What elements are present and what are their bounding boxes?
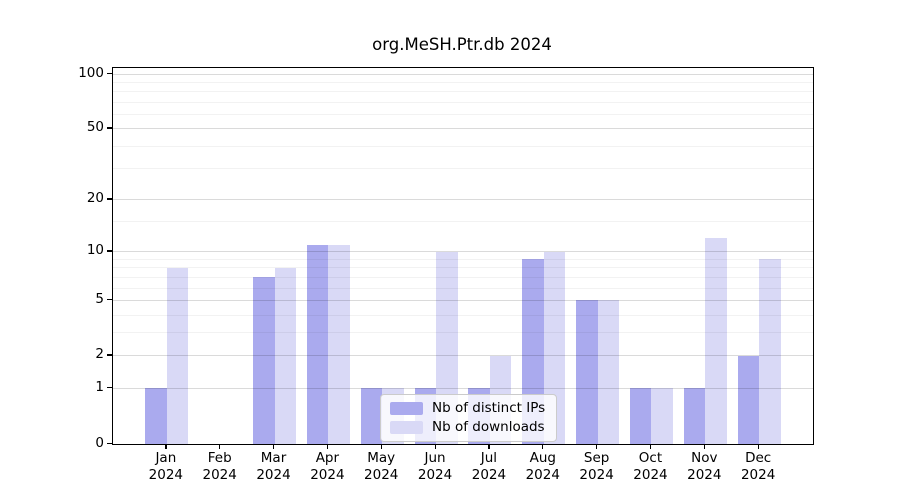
legend: Nb of distinct IPs Nb of downloads: [380, 394, 558, 442]
gridline-80: [113, 91, 813, 93]
gridline-1: [113, 387, 813, 389]
x-tick-label-may: May 2024: [364, 450, 399, 483]
x-tick-mark-apr: [326, 444, 329, 449]
y-tick-mark-0: [107, 442, 112, 444]
bar-downloads-apr: [328, 244, 350, 444]
bar-ips-oct: [629, 388, 652, 444]
y-tick-mark-50: [107, 127, 112, 129]
gridline-4: [113, 314, 813, 316]
y-tick-label-20: 20: [86, 190, 104, 207]
x-tick-mark-jun: [434, 444, 436, 449]
y-tick-mark-10: [107, 250, 112, 252]
gridline-7: [113, 276, 813, 278]
x-tick-label-jul: Jul 2024: [471, 450, 507, 483]
plot-area: Nb of distinct IPs Nb of downloads: [112, 67, 814, 445]
legend-layer: Nb of distinct IPs Nb of downloads: [113, 68, 813, 444]
bar-ips-nov: [683, 388, 706, 444]
x-tick-mark-nov: [703, 444, 705, 449]
gridline-15: [113, 221, 813, 223]
x-tick-mark-may: [380, 444, 382, 449]
bar-downloads-dec: [759, 259, 781, 444]
gridline-60: [113, 114, 813, 116]
gridline-10: [113, 251, 813, 253]
downloads-swatch-icon: [390, 421, 423, 434]
gridline-5: [113, 299, 813, 301]
gridline-20: [113, 199, 813, 201]
x-tick-label-jan: Jan 2024: [148, 450, 184, 483]
bar-ips-apr: [306, 244, 329, 444]
x-tick-label-apr: Apr 2024: [310, 450, 345, 483]
y-tick-label-50: 50: [86, 119, 104, 136]
bar-ips-dec: [737, 355, 760, 444]
x-tick-label-mar: Mar 2024: [256, 450, 291, 483]
bar-downloads-sep: [597, 300, 620, 444]
gridline-2: [113, 355, 813, 357]
x-tick-mark-mar: [273, 444, 275, 449]
grid-layer: [113, 68, 813, 444]
y-tick-mark-1: [107, 386, 112, 389]
bar-downloads-jan: [166, 267, 189, 444]
y-tick-label-5: 5: [95, 290, 104, 307]
legend-label-distinct-ips: Nb of distinct IPs: [432, 400, 546, 416]
legend-label-downloads: Nb of downloads: [432, 419, 545, 435]
x-tick-mark-sep: [596, 444, 598, 449]
gridline-8: [113, 267, 813, 269]
gridline-100: [113, 73, 813, 75]
chart-title: org.MeSH.Ptr.db 2024: [372, 35, 552, 54]
y-tick-label-0: 0: [95, 434, 104, 451]
y-tick-mark-20: [107, 198, 112, 200]
x-tick-label-sep: Sep 2024: [579, 450, 614, 483]
x-tick-mark-feb: [219, 444, 221, 449]
x-tick-label-nov: Nov 2024: [687, 450, 722, 483]
y-tick-mark-2: [107, 354, 112, 356]
y-tick-label-2: 2: [95, 346, 104, 363]
gridline-50: [113, 128, 813, 130]
bar-downloads-oct: [651, 388, 673, 444]
y-tick-label-1: 1: [95, 378, 104, 395]
x-tick-label-oct: Oct 2024: [633, 450, 668, 483]
legend-entry-distinct-ips: Nb of distinct IPs: [390, 401, 545, 416]
y-tick-label-10: 10: [86, 242, 104, 259]
bar-downloads-nov: [705, 238, 727, 444]
x-tick-mark-dec: [757, 444, 759, 449]
gridline-6: [113, 287, 813, 289]
gridline-90: [113, 81, 813, 83]
bar-ips-mar: [253, 277, 275, 444]
x-tick-mark-jul: [488, 444, 490, 449]
bar-ips-may: [360, 388, 383, 444]
x-tick-mark-jan: [165, 444, 167, 449]
x-tick-label-feb: Feb 2024: [202, 450, 237, 483]
gridline-9: [113, 258, 813, 260]
gridline-3: [113, 332, 813, 334]
gridline-40: [113, 145, 813, 147]
x-tick-mark-aug: [542, 444, 544, 449]
y-tick-mark-5: [107, 298, 112, 301]
y-tick-mark-100: [107, 72, 112, 74]
gridline-70: [113, 101, 813, 103]
distinct-ips-swatch-icon: [390, 402, 423, 415]
bar-ips-jan: [145, 388, 167, 444]
x-tick-mark-oct: [649, 444, 652, 449]
bar-downloads-mar: [274, 267, 297, 444]
gridline-30: [113, 168, 813, 170]
x-tick-label-dec: Dec 2024: [740, 450, 776, 483]
legend-entry-downloads: Nb of downloads: [390, 420, 545, 435]
y-tick-label-100: 100: [78, 64, 104, 81]
x-tick-label-aug: Aug 2024: [525, 450, 560, 483]
x-tick-label-jun: Jun 2024: [417, 450, 453, 483]
bar-ips-sep: [576, 300, 598, 444]
